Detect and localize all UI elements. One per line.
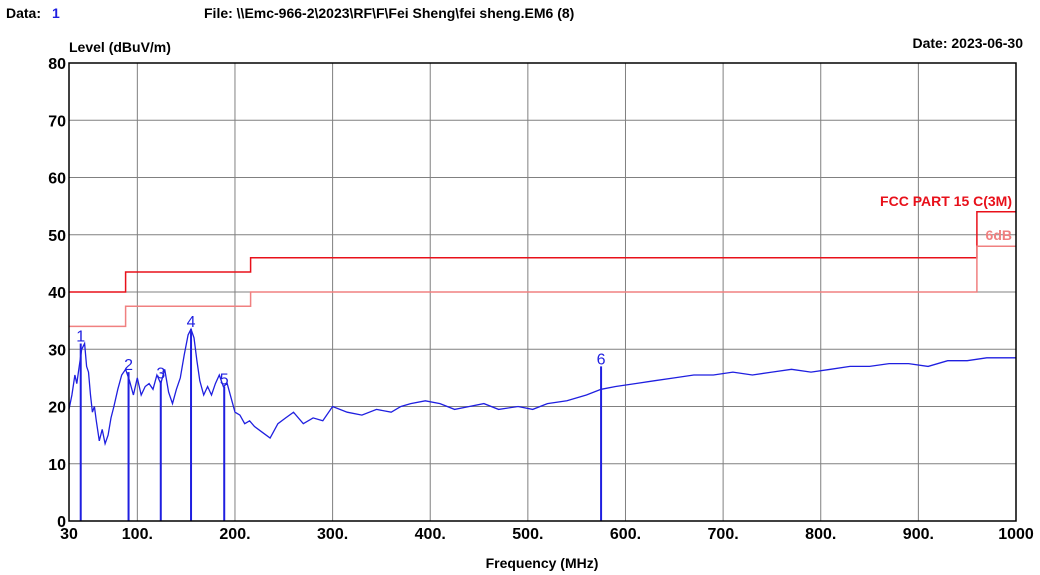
series-layer <box>68 211 1016 447</box>
file-path: File: \\Emc-966-2\2023\RF\F\Fei Sheng\fe… <box>204 5 574 21</box>
data-label: Data: <box>6 5 41 21</box>
legend-limit-label: FCC PART 15 C(3M) <box>880 193 1012 209</box>
y-tick-label: 70 <box>48 113 66 130</box>
data-value: 1 <box>52 5 60 21</box>
x-tick-label: 30 <box>60 526 78 543</box>
x-tick-label: 300. <box>317 526 348 543</box>
marker-label: 2 <box>124 357 133 374</box>
marker-label: 1 <box>76 329 85 346</box>
x-tick-label: 200. <box>219 526 250 543</box>
markers-layer: 1 2 3 4 5 6 <box>76 314 606 521</box>
y-tick-label: 20 <box>48 400 66 417</box>
marker-label: 6 <box>597 351 606 368</box>
x-tick-label: 800. <box>805 526 836 543</box>
legend-margin-label: 6dB <box>986 227 1012 243</box>
margin-line <box>69 245 1016 328</box>
x-tick-labels: 30 100. 200. 300. 400. 500. 600. 700. 800. 900. 10… <box>60 526 1034 543</box>
x-tick-label: 700. <box>708 526 739 543</box>
marker-label: 5 <box>220 371 229 388</box>
x-tick-label: 600. <box>610 526 641 543</box>
y-axis-label: Level (dBuV/m) <box>69 39 171 55</box>
plot-frame <box>68 62 1017 522</box>
y-tick-label: 80 <box>48 56 66 73</box>
x-tick-label: 100. <box>122 526 153 543</box>
y-tick-label: 40 <box>48 285 66 302</box>
limit-line <box>69 211 1016 293</box>
x-tick-label: 500. <box>512 526 543 543</box>
y-tick-labels: 0 10 20 30 40 50 60 70 80 <box>48 56 66 531</box>
level-trace <box>68 327 1016 447</box>
y-tick-label: 50 <box>48 228 66 245</box>
x-tick-label: 1000 <box>998 526 1034 543</box>
y-tick-label: 60 <box>48 171 66 188</box>
y-tick-label: 30 <box>48 342 66 359</box>
x-tick-label: 900. <box>903 526 934 543</box>
date-label: Date: 2023-06-30 <box>912 35 1023 51</box>
marker-label: 3 <box>156 366 165 383</box>
y-tick-label: 0 <box>57 514 66 531</box>
y-tick-label: 10 <box>48 457 66 474</box>
marker-label: 4 <box>187 314 196 331</box>
x-tick-label: 400. <box>415 526 446 543</box>
x-axis-label: Frequency (MHz) <box>486 555 599 571</box>
